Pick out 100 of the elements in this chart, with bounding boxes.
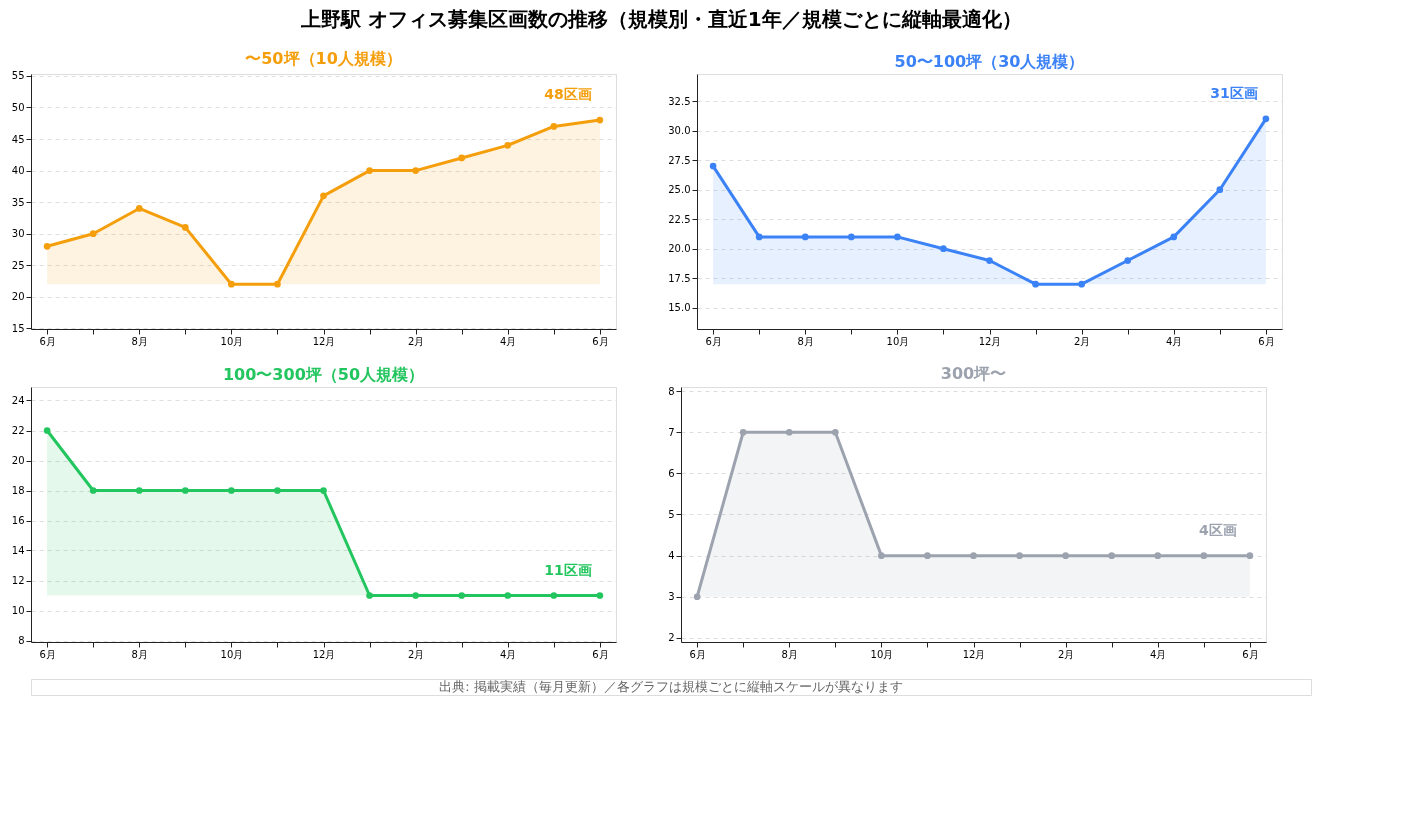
x-tick-label: 8月 [131, 335, 148, 347]
y-tick-label: 12 [11, 575, 25, 586]
x-tick-label: 10月 [886, 335, 910, 347]
point [596, 116, 604, 124]
point [847, 233, 855, 241]
x-tick-label: 4月 [1150, 648, 1167, 660]
x-tick-label: 2月 [1073, 335, 1091, 347]
point [924, 552, 931, 559]
point [1246, 552, 1254, 559]
y-tick-label: 16 [11, 515, 25, 526]
point [366, 167, 373, 174]
x-tick-label: 10月 [870, 648, 894, 660]
y-tick-label: 24 [11, 395, 25, 406]
point [550, 592, 558, 599]
y-tick-label: 27.5 [668, 154, 691, 166]
y-tick-label: 22.5 [668, 213, 691, 225]
point [320, 487, 327, 494]
y-tick-label: 22 [11, 425, 25, 436]
x-tick-label: 6月 [39, 335, 56, 347]
point [1154, 552, 1162, 559]
point [709, 162, 717, 170]
point [135, 487, 143, 494]
y-tick-label: 55 [11, 70, 25, 82]
source-note: 出典: 掲載実績（毎月更新）／各グラフは規模ごとに縦軸スケールが異なります [439, 679, 903, 694]
point [940, 245, 947, 253]
y-tick-label: 3 [668, 591, 675, 603]
y-tick-label: 8 [668, 385, 675, 397]
point [228, 487, 235, 494]
data-label: 31区画 [1210, 84, 1258, 101]
point [755, 233, 763, 241]
y-tick-label: 45 [11, 133, 25, 145]
point [894, 233, 901, 241]
y-tick-label: 10 [11, 605, 25, 616]
y-tick-label: 25.0 [668, 184, 691, 196]
x-tick-label: 6月 [689, 648, 706, 660]
x-tick-label: 8月 [131, 648, 148, 660]
x-tick-label: 4月 [500, 648, 517, 660]
point [785, 428, 793, 436]
point [1170, 233, 1178, 241]
y-tick-label: 2 [668, 632, 675, 644]
point [693, 593, 701, 601]
x-tick-label: 4月 [500, 335, 517, 347]
y-tick-label: 15.0 [668, 302, 691, 314]
point [89, 487, 97, 494]
y-tick-label: 20 [11, 455, 25, 466]
y-tick-label: 15 [11, 322, 25, 334]
point [43, 242, 51, 250]
data-label: 11区画 [544, 561, 592, 578]
point [458, 154, 466, 162]
x-tick-label: 2月 [407, 648, 425, 660]
point [1062, 552, 1069, 559]
point [135, 205, 143, 212]
y-tick-label: 4 [668, 550, 675, 562]
x-tick-label: 6月 [1242, 648, 1259, 660]
y-tick-label: 5 [668, 509, 675, 520]
point [1032, 280, 1039, 288]
x-tick-label: 6月 [592, 648, 609, 660]
y-tick-label: 8 [18, 635, 25, 646]
x-tick-label: 12月 [312, 648, 336, 660]
chart-title: 〜50坪（10人規模） [245, 48, 402, 68]
x-tick-label: 6月 [1258, 335, 1275, 347]
point [320, 192, 327, 200]
point [412, 167, 419, 174]
y-tick-label: 20 [11, 291, 25, 303]
point [504, 141, 512, 149]
y-tick-label: 6 [668, 467, 675, 479]
point [228, 280, 235, 288]
x-tick-label: 10月 [220, 335, 244, 347]
y-tick-label: 50 [11, 101, 25, 113]
point [274, 487, 281, 494]
chart-title: 50〜100坪（30人規模） [894, 52, 1085, 71]
x-tick-label: 12月 [312, 335, 336, 347]
y-tick-label: 18 [11, 485, 25, 496]
y-tick-label: 30.0 [668, 125, 691, 137]
x-tick-label: 10月 [220, 648, 244, 660]
y-tick-label: 7 [668, 426, 675, 438]
y-tick-label: 20.0 [668, 243, 691, 255]
point [878, 552, 885, 559]
point [1262, 115, 1270, 123]
point [412, 592, 419, 599]
text: 上野駅 オフィス募集区画数の推移（規模別・直近1年／規模ごとに縦軸最適化） [299, 7, 1022, 32]
point [274, 280, 281, 288]
y-tick-label: 40 [11, 165, 25, 177]
point [831, 428, 839, 436]
y-tick-label: 14 [11, 545, 25, 556]
point [986, 257, 993, 264]
point [181, 224, 189, 231]
x-tick-label: 6月 [705, 335, 722, 347]
x-tick-label: 12月 [978, 335, 1002, 347]
y-tick-label: 35 [11, 196, 25, 208]
point [1124, 257, 1132, 264]
point [1016, 552, 1023, 559]
x-tick-label: 2月 [407, 335, 425, 347]
data-label: 48区画 [544, 86, 592, 103]
x-tick-label: 8月 [781, 648, 798, 660]
point [366, 592, 373, 599]
point [1108, 552, 1116, 559]
point [458, 592, 466, 599]
point [550, 123, 558, 130]
point [181, 487, 189, 494]
